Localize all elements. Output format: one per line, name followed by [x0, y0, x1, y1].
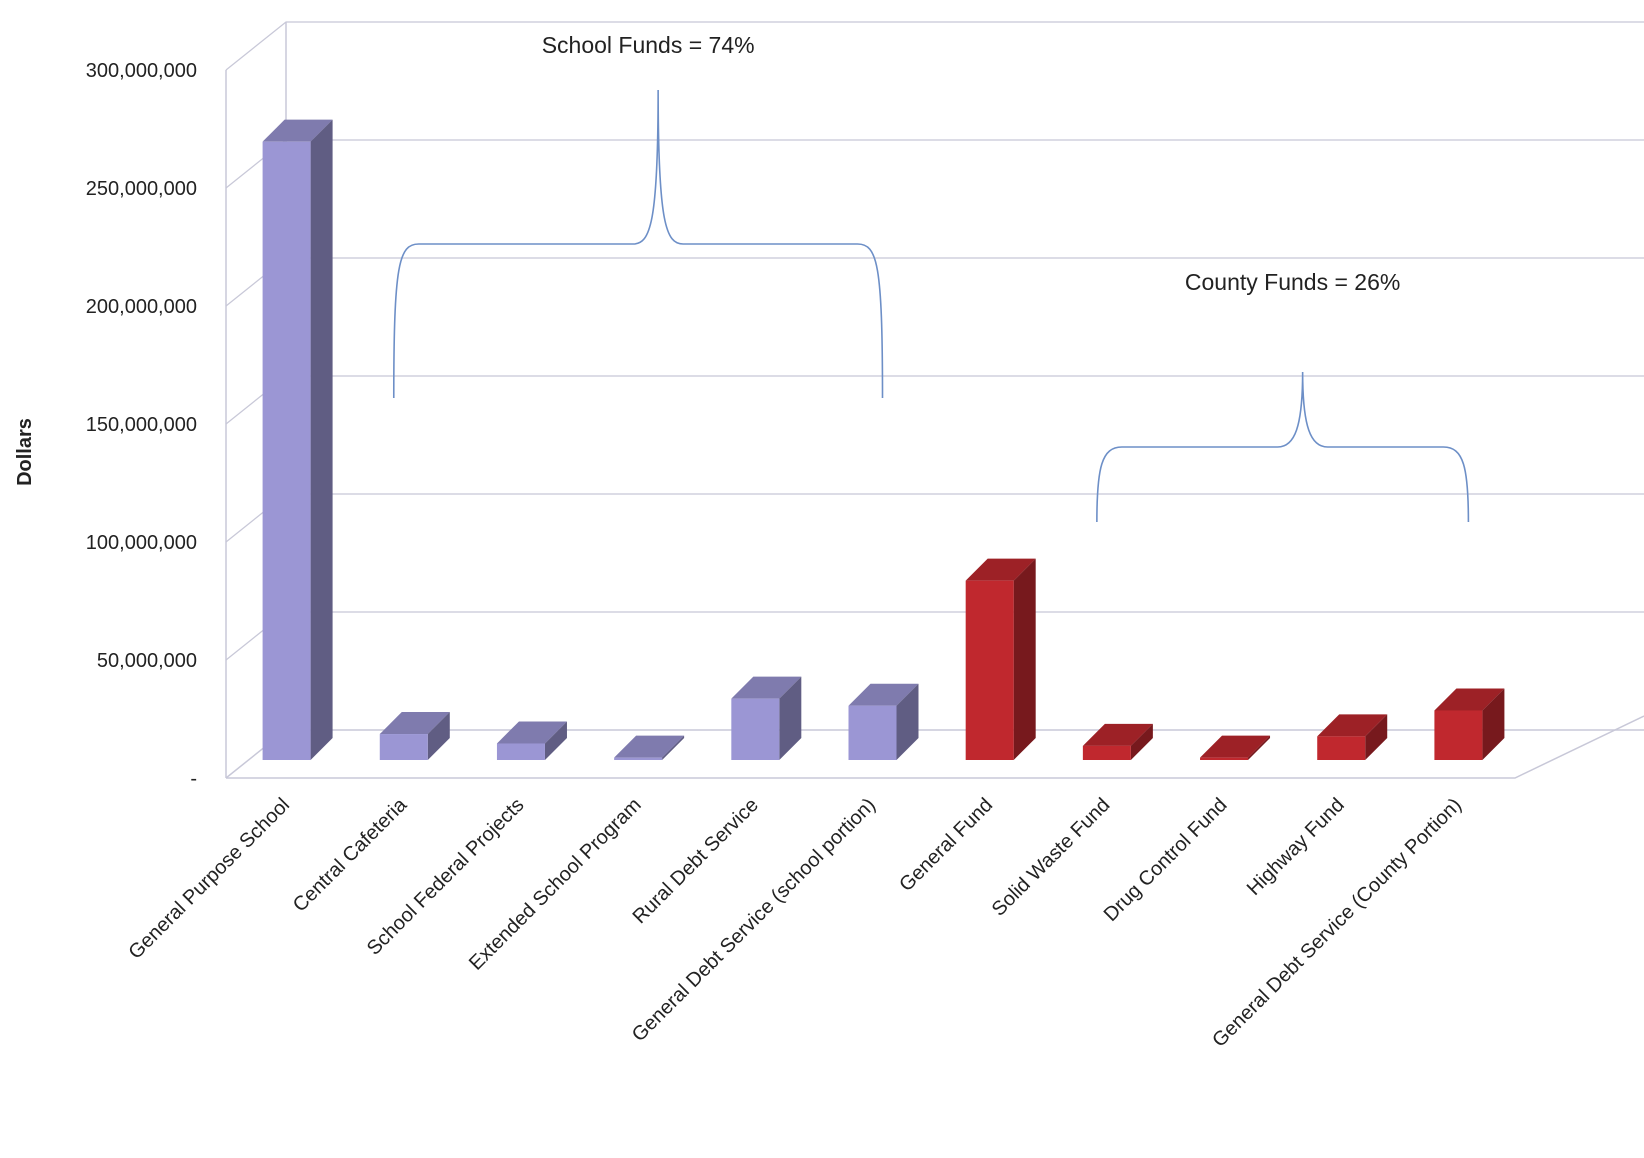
category-label: Drug Control Fund	[1100, 794, 1232, 926]
bar-front	[1317, 736, 1366, 760]
bar-top	[1434, 688, 1505, 711]
bar-front	[262, 141, 311, 760]
gridline	[225, 493, 1644, 543]
bar-side	[1248, 735, 1271, 760]
bar-top	[848, 683, 919, 706]
bar	[496, 721, 567, 760]
gridline	[225, 375, 1644, 425]
gridline	[225, 257, 1644, 307]
category-label: Solid Waste Fund	[988, 794, 1115, 921]
bar-side	[662, 735, 685, 760]
bar-top	[731, 676, 802, 699]
bar	[262, 119, 333, 761]
gridline	[225, 611, 1644, 661]
category-label: General Debt Service (school portion)	[628, 794, 880, 1046]
y-axis-label: Dollars	[14, 418, 36, 486]
bar	[1317, 714, 1388, 760]
bar-top	[379, 712, 450, 735]
bar-top	[965, 558, 1036, 581]
category-label: General Debt Service (County Portion)	[1208, 794, 1466, 1052]
y-tick-label: -	[190, 768, 197, 790]
bar-side	[1130, 723, 1153, 760]
bar-front	[965, 580, 1014, 760]
bar	[379, 712, 450, 760]
bar-front	[614, 757, 663, 760]
bar-side	[1013, 558, 1036, 760]
bar-side	[544, 721, 567, 760]
bars	[262, 119, 1505, 761]
bar-front	[848, 705, 897, 760]
bar-front	[1082, 745, 1131, 760]
bar-side	[310, 119, 333, 761]
bar-top	[1200, 735, 1271, 758]
bar-top	[614, 735, 685, 758]
bar-side	[1482, 688, 1505, 760]
bar	[1082, 723, 1153, 760]
bar	[1434, 688, 1505, 760]
category-label: General Purpose School	[124, 794, 294, 964]
bar-side	[1365, 714, 1388, 760]
bar	[731, 676, 802, 760]
bar-top	[496, 721, 567, 744]
bar-top	[1317, 714, 1388, 737]
bar	[1200, 735, 1271, 760]
gridline	[225, 21, 1644, 71]
y-tick-label: 300,000,000	[86, 60, 197, 82]
y-tick-label: 50,000,000	[97, 650, 197, 672]
bar-front	[1434, 710, 1483, 760]
annotation-label: County Funds = 26%	[1185, 269, 1400, 295]
bar-front	[1200, 757, 1249, 760]
annotation-label: School Funds = 74%	[542, 32, 755, 58]
bar-side	[779, 676, 802, 760]
annotations: School Funds = 74% County Funds = 26%	[392, 32, 1470, 523]
category-label: Rural Debt Service	[629, 794, 763, 928]
bar	[848, 683, 919, 760]
bar-front	[379, 734, 428, 760]
bar-top	[1082, 723, 1153, 746]
category-label: Central Cafeteria	[289, 793, 412, 916]
bar	[614, 735, 685, 760]
gridline	[225, 139, 1644, 189]
annotation-brace	[1096, 371, 1470, 523]
bar-side	[427, 712, 450, 760]
bar-top	[262, 119, 333, 142]
floor-front-edge	[226, 715, 1644, 779]
bar-front	[731, 698, 780, 760]
grid-lines	[225, 21, 1644, 661]
y-tick-labels: - 50,000,000 100,000,000 150,000,000 200,000…	[86, 60, 197, 790]
bar-side	[896, 683, 919, 760]
y-tick-label: 250,000,000	[86, 178, 197, 200]
y-tick-label: 100,000,000	[86, 532, 197, 554]
category-label: General Fund	[895, 794, 997, 896]
bar	[965, 558, 1036, 760]
annotation-brace	[392, 89, 884, 399]
category-label: Highway Fund	[1243, 794, 1349, 900]
y-tick-label: 200,000,000	[86, 296, 197, 318]
y-tick-label: 150,000,000	[86, 414, 197, 436]
chart-walls	[225, 22, 1644, 779]
bar-front	[496, 743, 545, 760]
